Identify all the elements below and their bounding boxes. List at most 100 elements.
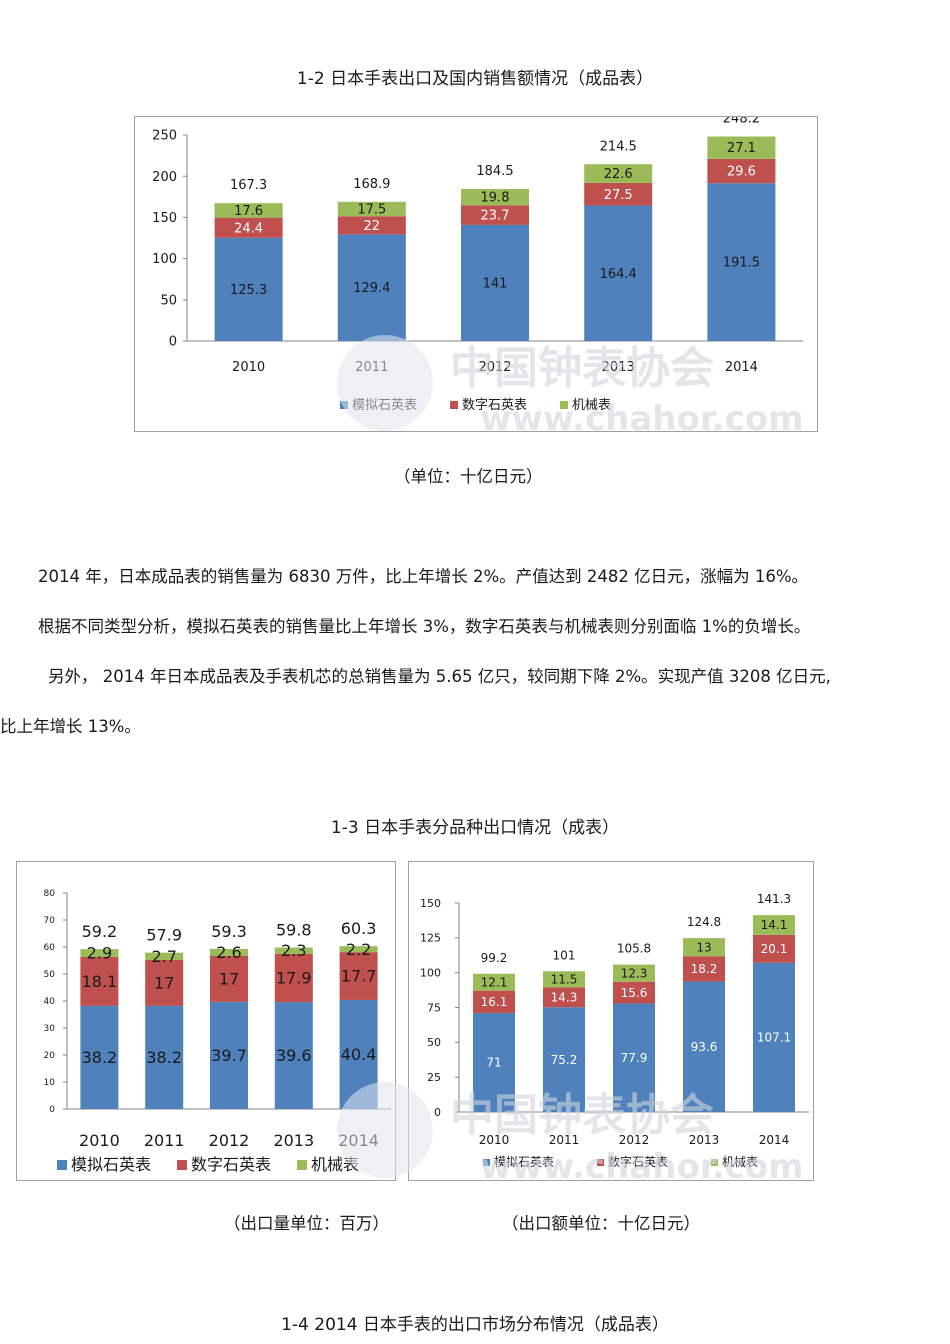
bar-data-label: 93.6 <box>691 1040 718 1054</box>
bar-total-label: 60.3 <box>341 919 377 938</box>
bar-segment <box>753 962 795 1112</box>
legend-swatch <box>57 1160 67 1170</box>
bar-data-label: 141 <box>483 276 508 291</box>
bar-total-label: 57.9 <box>146 926 182 945</box>
bar-data-label: 17 <box>154 974 174 993</box>
bar-data-label: 2.2 <box>346 940 371 959</box>
y-tick-label: 75 <box>427 1001 441 1014</box>
bar-segment <box>214 217 283 238</box>
bar-data-label: 20.1 <box>761 942 788 956</box>
bar-data-label: 17.9 <box>276 969 312 988</box>
y-tick-label: 50 <box>427 1036 441 1049</box>
bar-total-label: 59.8 <box>276 921 312 940</box>
y-tick-label: 100 <box>420 967 441 980</box>
bar-data-label: 18.2 <box>691 962 718 976</box>
bar-segment <box>543 1007 585 1112</box>
x-tick-label: 2013 <box>689 1133 720 1147</box>
bar-data-label: 14.1 <box>761 918 788 932</box>
bar-total-label: 168.9 <box>353 177 390 192</box>
bar-data-label: 13 <box>696 940 711 954</box>
bar-segment <box>80 956 119 1006</box>
bar-data-label: 17.7 <box>341 967 377 986</box>
bar-data-label: 125.3 <box>230 283 267 298</box>
bar-segment <box>473 990 515 1014</box>
bar-data-label: 24.4 <box>234 221 263 236</box>
legend-swatch <box>711 1159 718 1166</box>
bar-segment <box>274 1002 313 1109</box>
bar-segment <box>461 224 529 341</box>
legend-swatch <box>297 1160 307 1170</box>
bar-data-label: 2.7 <box>151 947 176 966</box>
bar-segment <box>210 955 248 1002</box>
legend-swatch <box>340 401 348 409</box>
bar-data-label: 16.1 <box>481 995 508 1009</box>
chart-1-3-left: 0 10 20 30 40 50 60 70 80 38.2 18.1 2.9 59.2 2010 38.2… <box>44 889 391 1174</box>
y-tick-label: 100 <box>152 252 177 267</box>
bar-data-label: 23.7 <box>481 209 510 224</box>
bar-total-label: 59.2 <box>82 922 118 941</box>
bar-segment <box>145 1005 184 1109</box>
bar-data-label: 164.4 <box>600 267 637 282</box>
y-tick-label: 250 <box>152 129 177 144</box>
bar-segment <box>145 959 184 1006</box>
bar-data-label: 15.6 <box>621 986 648 1000</box>
bar-data-label: 75.2 <box>551 1053 578 1067</box>
y-tick-label: 0 <box>169 335 177 350</box>
y-tick-label: 150 <box>152 211 177 226</box>
x-tick-label: 2012 <box>619 1133 650 1147</box>
paragraph-4: 比上年增长 13%。 <box>0 717 141 736</box>
bar-data-label: 17.6 <box>234 204 263 219</box>
x-tick-label: 2014 <box>759 1133 790 1147</box>
bar-total-label: 105.8 <box>617 942 651 956</box>
bar-total-label: 99.2 <box>481 951 508 965</box>
bar-segment <box>473 1013 515 1112</box>
bar-segment <box>80 1005 119 1109</box>
legend-label: 数字石英表 <box>191 1155 271 1174</box>
legend-label: 模拟石英表 <box>352 398 417 413</box>
bar-segment <box>339 946 378 953</box>
bar-data-label: 22 <box>364 219 381 234</box>
bar-segment <box>80 949 119 957</box>
bar-data-label: 12.3 <box>621 966 648 980</box>
bar-data-label: 18.1 <box>82 972 118 991</box>
bar-total-label: 124.8 <box>687 915 721 929</box>
bar-segment <box>707 136 776 159</box>
bar-data-label: 38.2 <box>82 1048 118 1067</box>
x-tick-label: 2011 <box>144 1131 185 1150</box>
legend-label: 机械表 <box>722 1154 758 1169</box>
x-tick-label: 2010 <box>232 360 265 375</box>
y-tick-label: 60 <box>44 943 56 953</box>
legend-label: 模拟石英表 <box>71 1155 151 1174</box>
legend-label: 机械表 <box>572 398 611 413</box>
y-tick-label: 25 <box>427 1071 441 1084</box>
bar-data-label: 40.4 <box>341 1045 377 1064</box>
bar-total-label: 184.5 <box>476 164 513 179</box>
bar-segment <box>214 237 283 341</box>
paragraph-2: 根据不同类型分析，模拟石英表的销售量比上年增长 3%，数字石英表与机械表则分别面… <box>38 617 811 636</box>
bar-segment <box>683 938 725 957</box>
bar-data-label: 17.5 <box>357 203 386 218</box>
bar-total-label: 167.3 <box>230 178 267 193</box>
bar-segment <box>337 216 406 235</box>
chart-1-2-title: 1-2 日本手表出口及国内销售额情况（成品表） <box>296 69 654 89</box>
bar-segment <box>339 952 378 1000</box>
bar-data-label: 2.6 <box>216 943 241 962</box>
x-tick-label: 2014 <box>338 1131 379 1150</box>
bar-segment <box>274 953 313 1003</box>
y-tick-label: 20 <box>44 1051 56 1061</box>
bar-segment <box>683 981 725 1112</box>
legend-label: 机械表 <box>311 1155 359 1174</box>
legend-swatch <box>597 1159 604 1166</box>
x-tick-label: 2013 <box>602 360 635 375</box>
bar-data-label: 11.5 <box>551 972 578 986</box>
y-tick-label: 50 <box>44 970 56 980</box>
x-tick-label: 2014 <box>725 360 758 375</box>
x-tick-label: 2011 <box>549 1133 580 1147</box>
bar-data-label: 129.4 <box>353 281 390 296</box>
bar-segment <box>707 183 776 341</box>
chart-1-2-unit: （单位：十亿日元） <box>394 467 543 486</box>
chart-1-2-frame: 0 50 100 150 200 250 125.3 24.4 17.6 167.3 2010 129… <box>134 111 818 432</box>
paragraph-1: 2014 年，日本成品表的销售量为 6830 万件，比上年增长 2%。产值达到 … <box>38 567 809 586</box>
bar-segment <box>543 987 585 1008</box>
bar-total-label: 101 <box>553 948 576 962</box>
